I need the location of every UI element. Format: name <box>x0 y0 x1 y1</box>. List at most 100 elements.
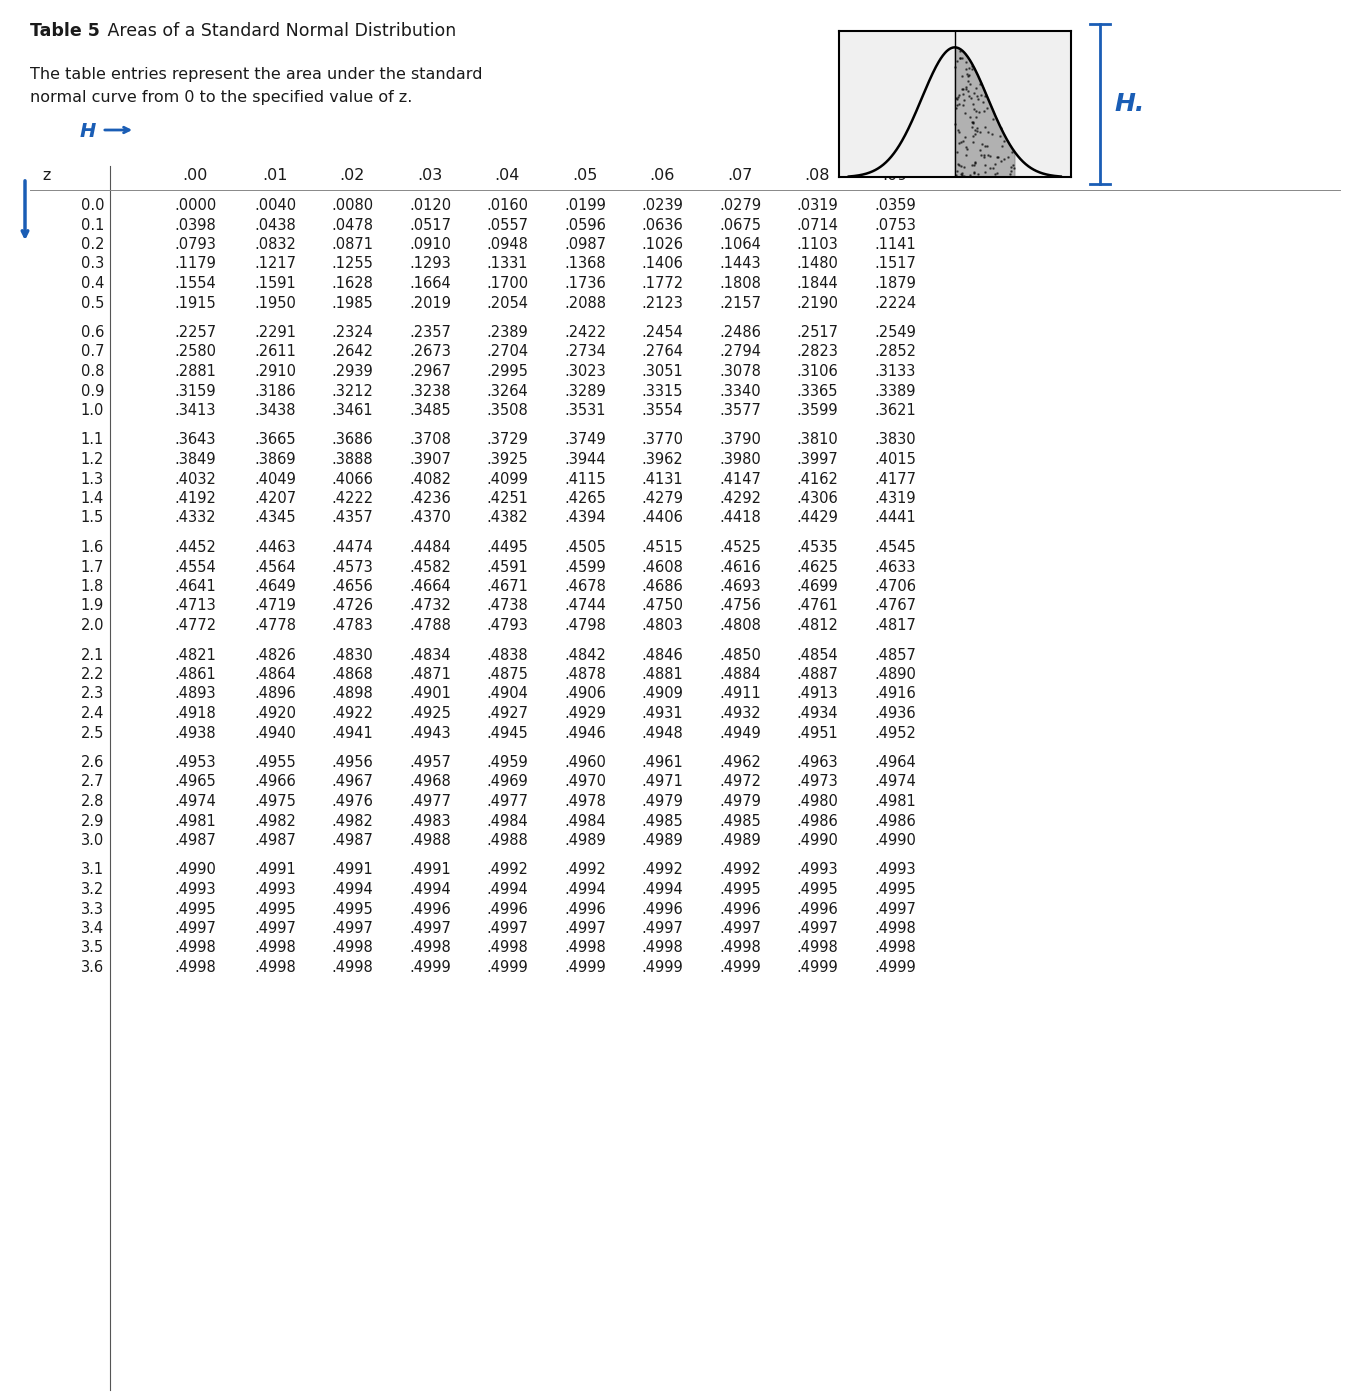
Text: .4987: .4987 <box>331 833 372 847</box>
Text: .3729: .3729 <box>486 433 528 448</box>
Text: .4998: .4998 <box>874 921 915 935</box>
Text: .1255: .1255 <box>331 257 372 271</box>
Text: .4998: .4998 <box>175 960 216 974</box>
Text: .4998: .4998 <box>641 941 683 955</box>
Text: .4965: .4965 <box>175 775 216 790</box>
Text: .4808: .4808 <box>719 618 761 632</box>
Text: .00: .00 <box>183 168 207 183</box>
Text: .07: .07 <box>727 168 753 183</box>
Text: .4997: .4997 <box>486 921 528 935</box>
Text: .4987: .4987 <box>254 833 296 847</box>
Text: 1.3: 1.3 <box>80 472 104 486</box>
Text: .4484: .4484 <box>409 540 451 556</box>
Text: Table 5: Table 5 <box>30 22 100 40</box>
Text: .4943: .4943 <box>409 726 451 740</box>
Text: .4861: .4861 <box>175 667 216 683</box>
Text: .4332: .4332 <box>175 511 216 525</box>
Text: .4949: .4949 <box>719 726 761 740</box>
Point <box>993 130 1015 152</box>
Point <box>977 144 998 166</box>
Text: .4996: .4996 <box>565 902 606 917</box>
Text: .4972: .4972 <box>719 775 761 790</box>
Point <box>993 148 1015 170</box>
Text: .3770: .3770 <box>641 433 683 448</box>
Text: .0199: .0199 <box>565 198 606 214</box>
Point <box>951 162 973 184</box>
Text: .4554: .4554 <box>175 560 216 575</box>
Point <box>974 154 996 176</box>
Point <box>975 96 997 119</box>
Text: .4306: .4306 <box>797 491 837 505</box>
Point <box>1001 155 1023 177</box>
Text: .4936: .4936 <box>874 706 915 720</box>
Text: .4981: .4981 <box>874 794 915 810</box>
Text: .4842: .4842 <box>565 648 606 663</box>
Text: .4082: .4082 <box>409 472 451 486</box>
Point <box>981 123 1003 145</box>
Point <box>951 165 973 187</box>
Point <box>979 166 1001 188</box>
Text: .4671: .4671 <box>486 579 528 595</box>
Text: .4995: .4995 <box>175 902 216 917</box>
Text: .3686: .3686 <box>331 433 372 448</box>
Text: 0.6: 0.6 <box>80 325 104 341</box>
Text: 2.9: 2.9 <box>80 814 104 828</box>
Text: .4545: .4545 <box>874 540 915 556</box>
Text: .4582: .4582 <box>409 560 451 575</box>
Text: .2389: .2389 <box>486 325 528 341</box>
Text: .3508: .3508 <box>486 403 528 417</box>
Point <box>953 165 975 187</box>
Text: .4608: .4608 <box>641 560 683 575</box>
Text: .4744: .4744 <box>565 599 606 613</box>
Text: .4099: .4099 <box>486 472 528 486</box>
Text: .4890: .4890 <box>874 667 917 683</box>
Point <box>974 85 996 107</box>
Text: .4713: .4713 <box>175 599 216 613</box>
Text: .4996: .4996 <box>486 902 528 917</box>
Text: .1808: .1808 <box>719 276 761 290</box>
Text: .3577: .3577 <box>719 403 761 417</box>
Text: .4222: .4222 <box>331 491 374 505</box>
Point <box>958 66 979 88</box>
Text: .4946: .4946 <box>565 726 606 740</box>
Text: .08: .08 <box>805 168 829 183</box>
Text: .4868: .4868 <box>331 667 372 683</box>
Point <box>955 126 977 148</box>
Text: .3023: .3023 <box>565 364 606 378</box>
Text: .4798: .4798 <box>565 618 606 632</box>
Text: .4525: .4525 <box>719 540 761 556</box>
Text: .4997: .4997 <box>719 921 761 935</box>
Point <box>949 46 971 68</box>
Text: .4452: .4452 <box>175 540 216 556</box>
Point <box>970 138 992 161</box>
Point <box>945 87 967 109</box>
Text: .4998: .4998 <box>409 941 451 955</box>
Text: .4938: .4938 <box>175 726 216 740</box>
Point <box>970 73 992 95</box>
Text: .3365: .3365 <box>797 384 837 398</box>
Point <box>963 154 985 176</box>
Text: .4015: .4015 <box>874 452 917 468</box>
Text: .4761: .4761 <box>797 599 837 613</box>
Text: .2422: .2422 <box>563 325 606 341</box>
Text: .0636: .0636 <box>641 218 683 233</box>
Text: .4896: .4896 <box>254 687 296 702</box>
Point <box>964 151 986 173</box>
Point <box>951 155 973 177</box>
Text: .4967: .4967 <box>331 775 372 790</box>
Text: .0987: .0987 <box>563 237 606 253</box>
Text: .3621: .3621 <box>874 403 915 417</box>
Text: .4948: .4948 <box>641 726 683 740</box>
Text: .4989: .4989 <box>719 833 761 847</box>
Text: .4998: .4998 <box>331 960 372 974</box>
Text: 3.0: 3.0 <box>80 833 104 847</box>
Text: .1293: .1293 <box>409 257 451 271</box>
Point <box>963 119 985 141</box>
Text: .4941: .4941 <box>331 726 372 740</box>
Text: .2967: .2967 <box>409 364 451 378</box>
Text: .4997: .4997 <box>797 921 837 935</box>
Text: .01: .01 <box>262 168 288 183</box>
Text: .4641: .4641 <box>175 579 216 595</box>
Point <box>1000 163 1022 186</box>
Text: .4997: .4997 <box>874 902 917 917</box>
